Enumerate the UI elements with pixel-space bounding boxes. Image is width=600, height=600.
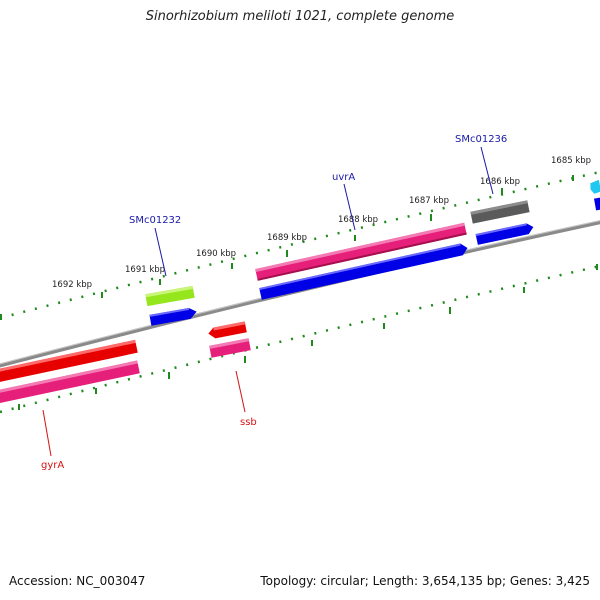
label-gyra[interactable]: gyrA [41, 460, 64, 471]
gene-ssb-pink[interactable] [209, 338, 251, 358]
ruler-label-1692: 1692 kbp [52, 280, 92, 290]
gene-cyan-outer[interactable] [589, 179, 600, 195]
ruler-label-1691: 1691 kbp [125, 265, 165, 275]
map-title: Sinorhizobium meliloti 1021, complete ge… [145, 9, 455, 24]
label-ssb[interactable]: ssb [240, 417, 257, 428]
ruler-label-1689: 1689 kbp [267, 233, 307, 243]
label-uvra[interactable]: uvrA [332, 172, 355, 183]
leader-smc01232 [154, 227, 167, 277]
gene-uvra-outer[interactable] [255, 222, 467, 281]
gene-gyra-outer[interactable] [0, 339, 138, 384]
cds-smc01236[interactable] [475, 222, 535, 245]
cds-uvra[interactable] [259, 242, 469, 300]
ruler-label-1685: 1685 kbp [551, 156, 591, 166]
inner-major-ticks [18, 264, 598, 410]
leader-smc01236 [480, 146, 494, 195]
cds-cyan-edge[interactable] [594, 197, 600, 211]
accession-text: Accession: NC_003047 [9, 574, 146, 588]
label-smc01236[interactable]: SMc01236 [455, 134, 507, 145]
label-smc01232[interactable]: SMc01232 [129, 215, 181, 226]
gene-gyra-pink[interactable] [0, 360, 140, 405]
leader-ssb [235, 370, 246, 413]
ruler-label-1687: 1687 kbp [409, 196, 449, 206]
genome-summary-text: Topology: circular; Length: 3,654,135 bp… [260, 574, 590, 588]
gene-smc01232-outer[interactable] [145, 285, 195, 307]
cds-smc01232[interactable] [149, 307, 197, 326]
leader-gyra [42, 409, 52, 457]
ruler-label-1688: 1688 kbp [338, 215, 378, 225]
gene-ssb-red[interactable] [207, 321, 247, 339]
gene-smc01236-outer[interactable] [470, 200, 530, 224]
outer-major-ticks [0, 175, 574, 320]
leader-uvra [343, 183, 356, 231]
ruler-label-1690: 1690 kbp [196, 249, 236, 259]
ruler-label-1686: 1686 kbp [480, 177, 520, 187]
outer-ruler-dots [0, 170, 600, 320]
